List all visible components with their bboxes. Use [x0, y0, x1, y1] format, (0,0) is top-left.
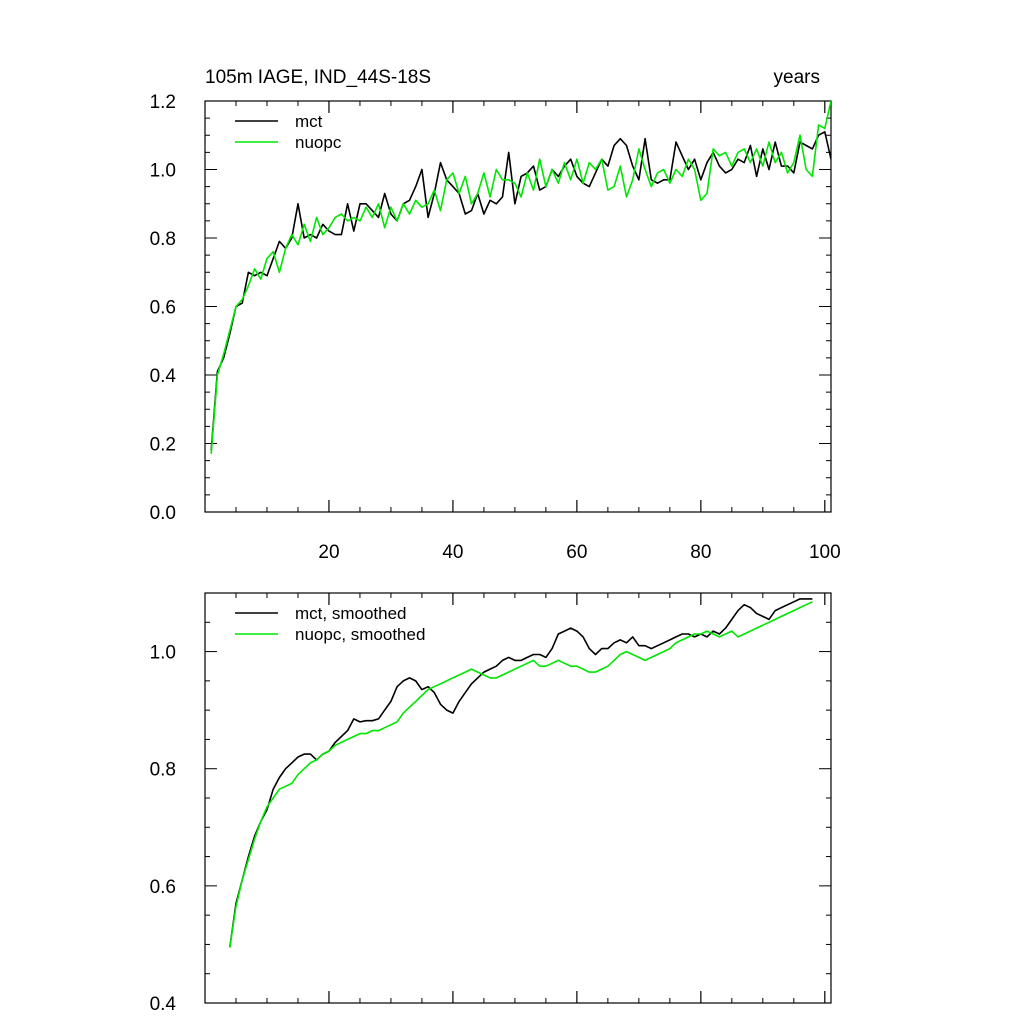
chart-title: 105m IAGE, IND_44S-18S	[205, 67, 431, 88]
x-tick-label: 60	[566, 542, 587, 563]
y-tick-label: 0.8	[150, 229, 176, 250]
legend-label: nuopc, smoothed	[295, 625, 425, 644]
legend-label: nuopc	[295, 133, 342, 152]
y-tick-label: 1.2	[150, 92, 176, 113]
legend: mct, smoothed nuopc, smoothed	[235, 604, 425, 644]
series-lines	[229, 598, 813, 948]
bottom-panel: 0.4 0.6 0.8 1.0 mct, smoothed nuopc, smoothe…	[150, 592, 832, 1015]
y-tick-label: 0.0	[150, 503, 176, 524]
x-tick-label: 20	[318, 542, 339, 563]
axes: 0.4 0.6 0.8 1.0	[150, 592, 832, 1015]
x-tick-label: 40	[442, 542, 463, 563]
series-line	[210, 100, 831, 454]
series-line	[229, 601, 813, 948]
y-tick-label: 1.0	[150, 643, 176, 664]
y-tick-label: 0.2	[150, 435, 176, 456]
chart-right-title: years	[774, 67, 820, 88]
legend-label: mct	[295, 112, 323, 131]
plot-frame	[204, 592, 832, 1004]
legend-label: mct, smoothed	[295, 604, 407, 623]
axes: 20 40 60 80 100 0.0 0.2 0.4 0.6 0.8 1.0 1.2	[150, 92, 841, 563]
y-tick-label: 0.4	[150, 994, 177, 1015]
y-tick-label: 0.8	[150, 760, 176, 781]
x-tick-label: 80	[690, 542, 711, 563]
series-line	[229, 598, 813, 948]
plot-frame	[204, 100, 832, 513]
series-lines	[210, 100, 831, 454]
y-tick-label: 1.0	[150, 161, 176, 182]
series-line	[210, 131, 831, 451]
y-tick-label: 0.6	[150, 298, 176, 319]
legend: mct nuopc	[235, 112, 342, 152]
y-tick-label: 0.4	[150, 366, 177, 387]
x-tick-label: 100	[809, 542, 841, 563]
y-tick-label: 0.6	[150, 877, 176, 898]
top-panel: 105m IAGE, IND_44S-18S years 20 40 60 80 100…	[150, 67, 841, 563]
